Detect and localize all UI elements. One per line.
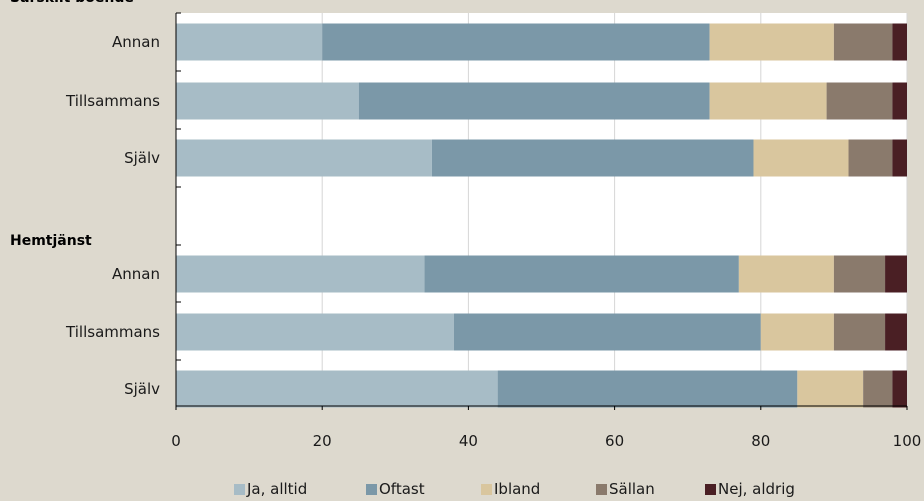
category-label: Annan [112, 265, 160, 283]
bar-segment [709, 82, 827, 120]
bar-segment [892, 139, 907, 177]
bar-segment [760, 313, 834, 351]
bar-segment [848, 139, 893, 177]
category-label: Tillsammans [65, 323, 160, 341]
bar-segment [833, 255, 886, 293]
bar-segment [176, 139, 432, 177]
x-tick-label: 100 [893, 432, 922, 450]
bar-segment [892, 23, 907, 61]
bar-segment [431, 139, 754, 177]
bar-segment [863, 370, 893, 408]
legend-swatch [596, 484, 607, 495]
bar-segment [885, 313, 907, 351]
legend-swatch [705, 484, 716, 495]
bar-segment [797, 370, 864, 408]
bar-segment [833, 23, 893, 61]
bar-segment [322, 23, 710, 61]
group-label: Särskilt boende [10, 0, 134, 6]
group-label: Hemtjänst [10, 233, 92, 249]
bar-segment [892, 370, 907, 408]
category-label: Själv [124, 380, 160, 398]
bars [176, 23, 907, 408]
legend-label: Nej, aldrig [718, 480, 795, 498]
category-label: Själv [124, 149, 160, 167]
legend: Ja, alltid Oftast Ibland Sällan Nej, aldrig [234, 480, 795, 498]
bar-segment [826, 82, 893, 120]
bar-segment [709, 23, 834, 61]
bar-segment [424, 255, 739, 293]
legend-label: Sällan [609, 480, 655, 498]
axes: 0 20 40 60 80 100 [171, 12, 922, 450]
x-tick-label: 40 [459, 432, 478, 450]
bar-segment [753, 139, 849, 177]
bar-segment [358, 82, 710, 120]
x-tick-label: 0 [171, 432, 181, 450]
legend-swatch [234, 484, 245, 495]
bar-segment [176, 82, 359, 120]
legend-swatch [366, 484, 377, 495]
legend-label: Oftast [379, 480, 425, 498]
legend-label: Ja, alltid [246, 480, 307, 498]
x-tick-label: 60 [605, 432, 624, 450]
x-tick-label: 80 [751, 432, 770, 450]
category-label: Tillsammans [65, 92, 160, 110]
legend-label: Ibland [494, 480, 540, 498]
bar-segment [176, 370, 498, 408]
bar-segment [738, 255, 834, 293]
bar-segment [176, 255, 425, 293]
bar-segment [453, 313, 761, 351]
bar-segment [833, 313, 886, 351]
bar-segment [892, 82, 907, 120]
bar-segment [176, 23, 323, 61]
bar-segment [176, 313, 454, 351]
bar-segment [497, 370, 798, 408]
legend-swatch [481, 484, 492, 495]
x-tick-label: 20 [313, 432, 332, 450]
category-labels: Annan Tillsammans Själv Annan Tillsammans Sjä… [10, 0, 160, 398]
category-label: Annan [112, 33, 160, 51]
bar-segment [885, 255, 907, 293]
